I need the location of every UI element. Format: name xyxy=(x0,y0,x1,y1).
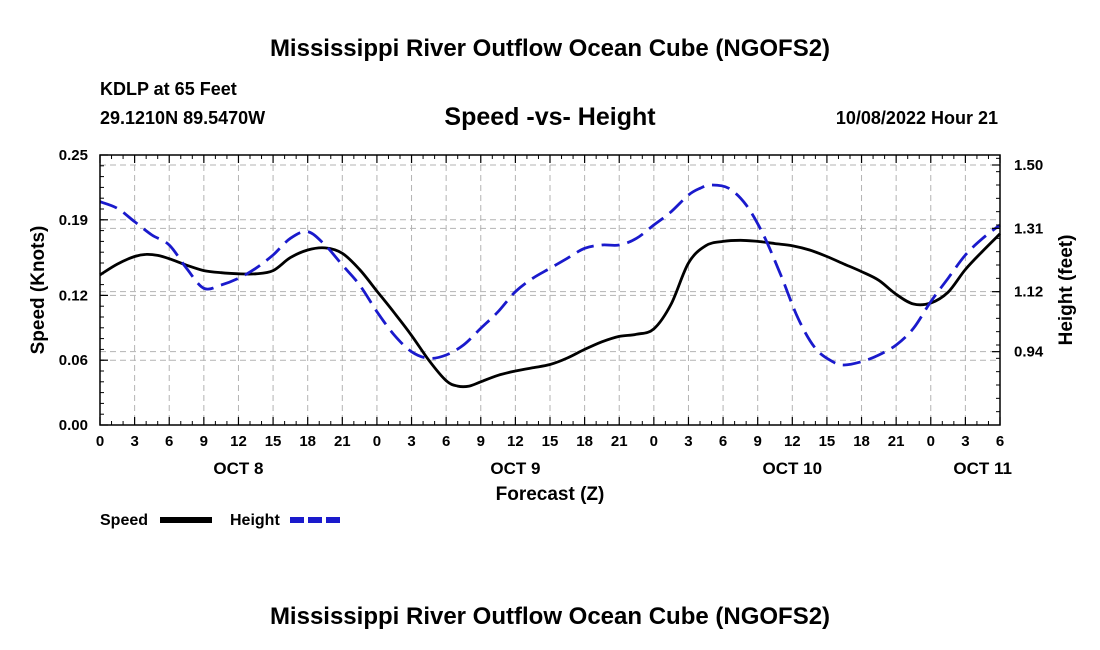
chart-title: Speed -vs- Height xyxy=(444,103,656,131)
y-tick-label: 0.12 xyxy=(59,287,88,304)
axes: 0 3 6 9 12 15 18 21 0 3 6 9 12 15 18 21 0 3 6 9 12 15 18 21 0 3 6 0… xyxy=(59,147,1044,478)
station-coords: 29.1210N 89.5470W xyxy=(100,108,265,128)
x-tick-label: 9 xyxy=(754,433,762,450)
height-line xyxy=(99,183,1001,367)
x-tick-label: 0 xyxy=(373,433,381,450)
x-tick-label: 3 xyxy=(684,433,692,450)
x-tick-label: 21 xyxy=(611,433,628,450)
x-tick-label: 6 xyxy=(996,433,1004,450)
x-tick-label: 3 xyxy=(407,433,415,450)
day-label: OCT 9 xyxy=(490,459,540,478)
legend: Speed Height xyxy=(100,512,342,529)
y-tick-label: 0.00 xyxy=(59,417,88,434)
page-title: Mississippi River Outflow Ocean Cube (NG… xyxy=(270,35,830,62)
series-lines xyxy=(99,183,1001,389)
x-tick-label: 12 xyxy=(230,433,247,450)
day-label: OCT 10 xyxy=(763,459,823,478)
x-tick-label: 21 xyxy=(334,433,351,450)
y-tick-label: 0.06 xyxy=(59,352,88,369)
grid xyxy=(100,155,1000,425)
x-tick-label: 9 xyxy=(477,433,485,450)
x-tick-label: 0 xyxy=(650,433,658,450)
station-label: KDLP at 65 Feet xyxy=(100,79,237,99)
x-tick-label: 0 xyxy=(96,433,104,450)
y2-tick-label: 0.94 xyxy=(1014,344,1044,361)
legend-height-label: Height xyxy=(230,512,280,529)
y-axis-label: Speed (Knots) xyxy=(28,226,49,355)
x-tick-label: 15 xyxy=(542,433,559,450)
x-tick-label: 18 xyxy=(576,433,593,450)
y2-tick-label: 1.50 xyxy=(1014,157,1043,174)
day-label: OCT 11 xyxy=(953,459,1012,478)
y2-tick-label: 1.12 xyxy=(1014,284,1043,301)
x-tick-label: 18 xyxy=(853,433,870,450)
y-tick-label: 0.25 xyxy=(59,147,88,164)
day-label: OCT 8 xyxy=(213,459,263,478)
forecast-datetime: 10/08/2022 Hour 21 xyxy=(836,108,998,128)
x-axis-label: Forecast (Z) xyxy=(496,484,605,505)
y2-axis-label: Height (feet) xyxy=(1056,235,1077,346)
x-tick-label: 3 xyxy=(130,433,138,450)
legend-speed-label: Speed xyxy=(100,512,148,529)
x-tick-label: 18 xyxy=(299,433,316,450)
x-tick-label: 9 xyxy=(200,433,208,450)
x-tick-label: 15 xyxy=(265,433,282,450)
x-tick-label: 21 xyxy=(888,433,905,450)
footer-title: Mississippi River Outflow Ocean Cube (NG… xyxy=(270,603,830,630)
x-tick-label: 0 xyxy=(927,433,935,450)
x-tick-label: 3 xyxy=(961,433,969,450)
speed-line xyxy=(99,232,1001,389)
x-tick-label: 6 xyxy=(442,433,450,450)
x-tick-label: 6 xyxy=(719,433,727,450)
y-tick-label: 0.19 xyxy=(59,212,88,229)
x-tick-label: 12 xyxy=(784,433,801,450)
x-tick-label: 12 xyxy=(507,433,524,450)
y2-tick-label: 1.31 xyxy=(1014,220,1043,237)
x-tick-label: 6 xyxy=(165,433,173,450)
x-tick-label: 15 xyxy=(819,433,836,450)
